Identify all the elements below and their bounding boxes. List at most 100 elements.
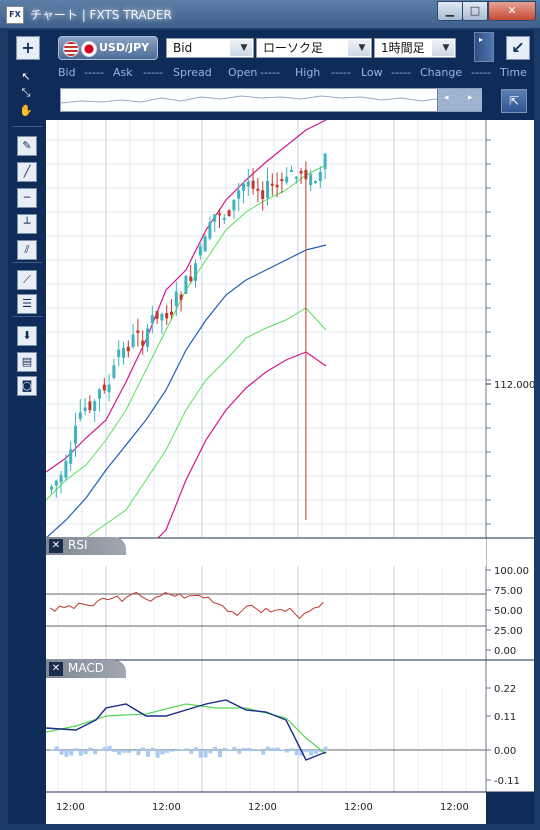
navigator-handle[interactable]: ◂ ▸ [437,89,482,111]
macd-histogram-bar [93,750,98,755]
candle-body [98,389,101,399]
candle-body [203,236,207,252]
chart-window: + USD/JPY Bid ▼ ローソク足 ▼ 1時間足 ▼ ▸ ↙ Bid -… [8,30,535,824]
candle-body [74,425,77,444]
candle-body [218,213,221,216]
candle-body [232,199,236,211]
fibonacci-icon[interactable]: ☰ [17,294,37,314]
fan-icon[interactable]: ⟋ [17,270,37,290]
macd-histogram-bar [50,749,54,751]
macd-histogram-bar [165,750,170,753]
chevron-down-icon: ▼ [432,40,454,56]
close-macd-button[interactable]: ✕ [49,662,63,676]
chart-navigator[interactable]: ◂ ▸ [60,88,482,112]
pointer-icon[interactable]: ↖ [21,70,31,83]
candle-body [318,172,322,181]
macd-histogram-bar [59,750,64,755]
macd-histogram-bar [275,747,280,751]
list-icon[interactable]: ▤ [17,352,37,372]
macd-histogram-bar [131,750,136,752]
jp-flag-icon [81,41,97,57]
field-bid-value: ----- [84,66,104,79]
field-ask: Ask [113,66,133,79]
macd-line [45,699,327,761]
toolbar-scroll-button[interactable]: ▸ [474,32,494,62]
rsi-label: RSI [68,538,88,552]
macd-histogram-bar [155,750,160,758]
field-open-value: ----- [260,66,280,79]
candle-body [290,170,293,173]
rsi-pane-tag: ✕ RSI [46,537,126,555]
detach-button[interactable]: ↙ [506,36,530,60]
macd-histogram-bar [107,745,112,751]
camera-icon[interactable]: ◙ [17,376,37,396]
vertical-line-icon[interactable]: ┴ [17,214,37,234]
price-axis-label: 112.000 [494,380,534,391]
candle-body [184,275,188,294]
chevron-down-icon: ▼ [230,40,252,56]
us-flag-icon [63,41,79,57]
field-open: Open [228,66,258,79]
macd-histogram-bar [232,746,237,751]
candle-body [112,365,116,378]
navigator-zoom-button[interactable]: ⇱ [501,89,527,113]
candle-body [266,181,269,198]
bollinger-inner-lower-line [45,307,327,551]
macd-histogram-bar [102,747,107,751]
minimize-button[interactable]: ▁ [437,1,463,21]
macd-axis-label: 0.22 [494,684,516,695]
close-rsi-button[interactable]: ✕ [49,539,63,553]
crosshair-icon[interactable]: ⤡ [21,86,31,99]
candle-body [122,347,125,358]
macd-label: MACD [68,661,104,675]
horizontal-line-icon[interactable]: ─ [17,188,37,208]
close-button[interactable]: ✕ [488,1,536,21]
candle-body [179,294,183,300]
candle-body [227,210,231,216]
candle-body [50,486,53,490]
macd-histogram-bar [318,750,323,753]
macd-histogram-bar [266,746,270,751]
bollinger-lower-line [105,351,327,561]
macd-histogram-bar [314,750,318,754]
macd-histogram-bar [242,748,246,751]
field-low-value: ----- [391,66,411,79]
hand-icon[interactable]: ✋ [19,104,33,117]
candle-body [299,170,303,174]
macd-histogram-bar [218,750,222,758]
window-titlebar: FX チャート | FXTS TRADER ▁ □ ✕ [0,0,540,29]
field-change: Change [420,66,463,79]
macd-axis-label: 0.00 [494,746,516,757]
timeframe-select[interactable]: 1時間足 ▼ [374,38,456,58]
download-icon[interactable]: ⬇ [17,326,37,346]
currency-pair-button[interactable]: USD/JPY [58,36,158,60]
chevron-left-icon: ◂ [444,93,449,103]
candle-body [242,183,245,191]
channel-icon[interactable]: ⫽ [17,240,37,260]
macd-histogram-bar [146,750,150,757]
candle-body [189,276,193,281]
field-spread: Spread [173,66,212,79]
magic-pen-icon[interactable]: ✎ [17,136,37,156]
time-axis [46,792,486,824]
candle-body [323,153,327,169]
chart-type-select[interactable]: ローソク足 ▼ [256,38,372,58]
chart-area[interactable]: 112.000 100.00 75.00 50.00 25.00 0.00 0.22 0.11… [45,119,535,824]
candle-body [285,176,289,183]
add-chart-button[interactable]: + [16,36,40,60]
macd-histogram-bar [189,750,194,754]
rsi-axis-label: 50.00 [494,606,523,617]
macd-histogram-bar [227,749,232,751]
maximize-button[interactable]: □ [462,1,488,21]
trend-line-icon[interactable]: ╱ [17,162,37,182]
candle-body [304,169,308,180]
chart-canvas[interactable]: 112.000 100.00 75.00 50.00 25.00 0.00 0.22 0.11… [45,119,535,824]
drawing-tools-sidebar: ↖ ⤡ ✋ ✎ ╱ ─ ┴ ⫽ ⟋ ☰ ⬇ ▤ ◙ [8,64,46,824]
macd-histogram-bar [184,748,189,751]
macd-histogram-bar [256,749,261,751]
candle-body [309,174,313,186]
macd-axis-label: -0.11 [494,776,520,787]
macd-histogram-bar [64,750,69,757]
price-type-select[interactable]: Bid ▼ [166,38,254,58]
macd-signal-line [45,703,327,755]
